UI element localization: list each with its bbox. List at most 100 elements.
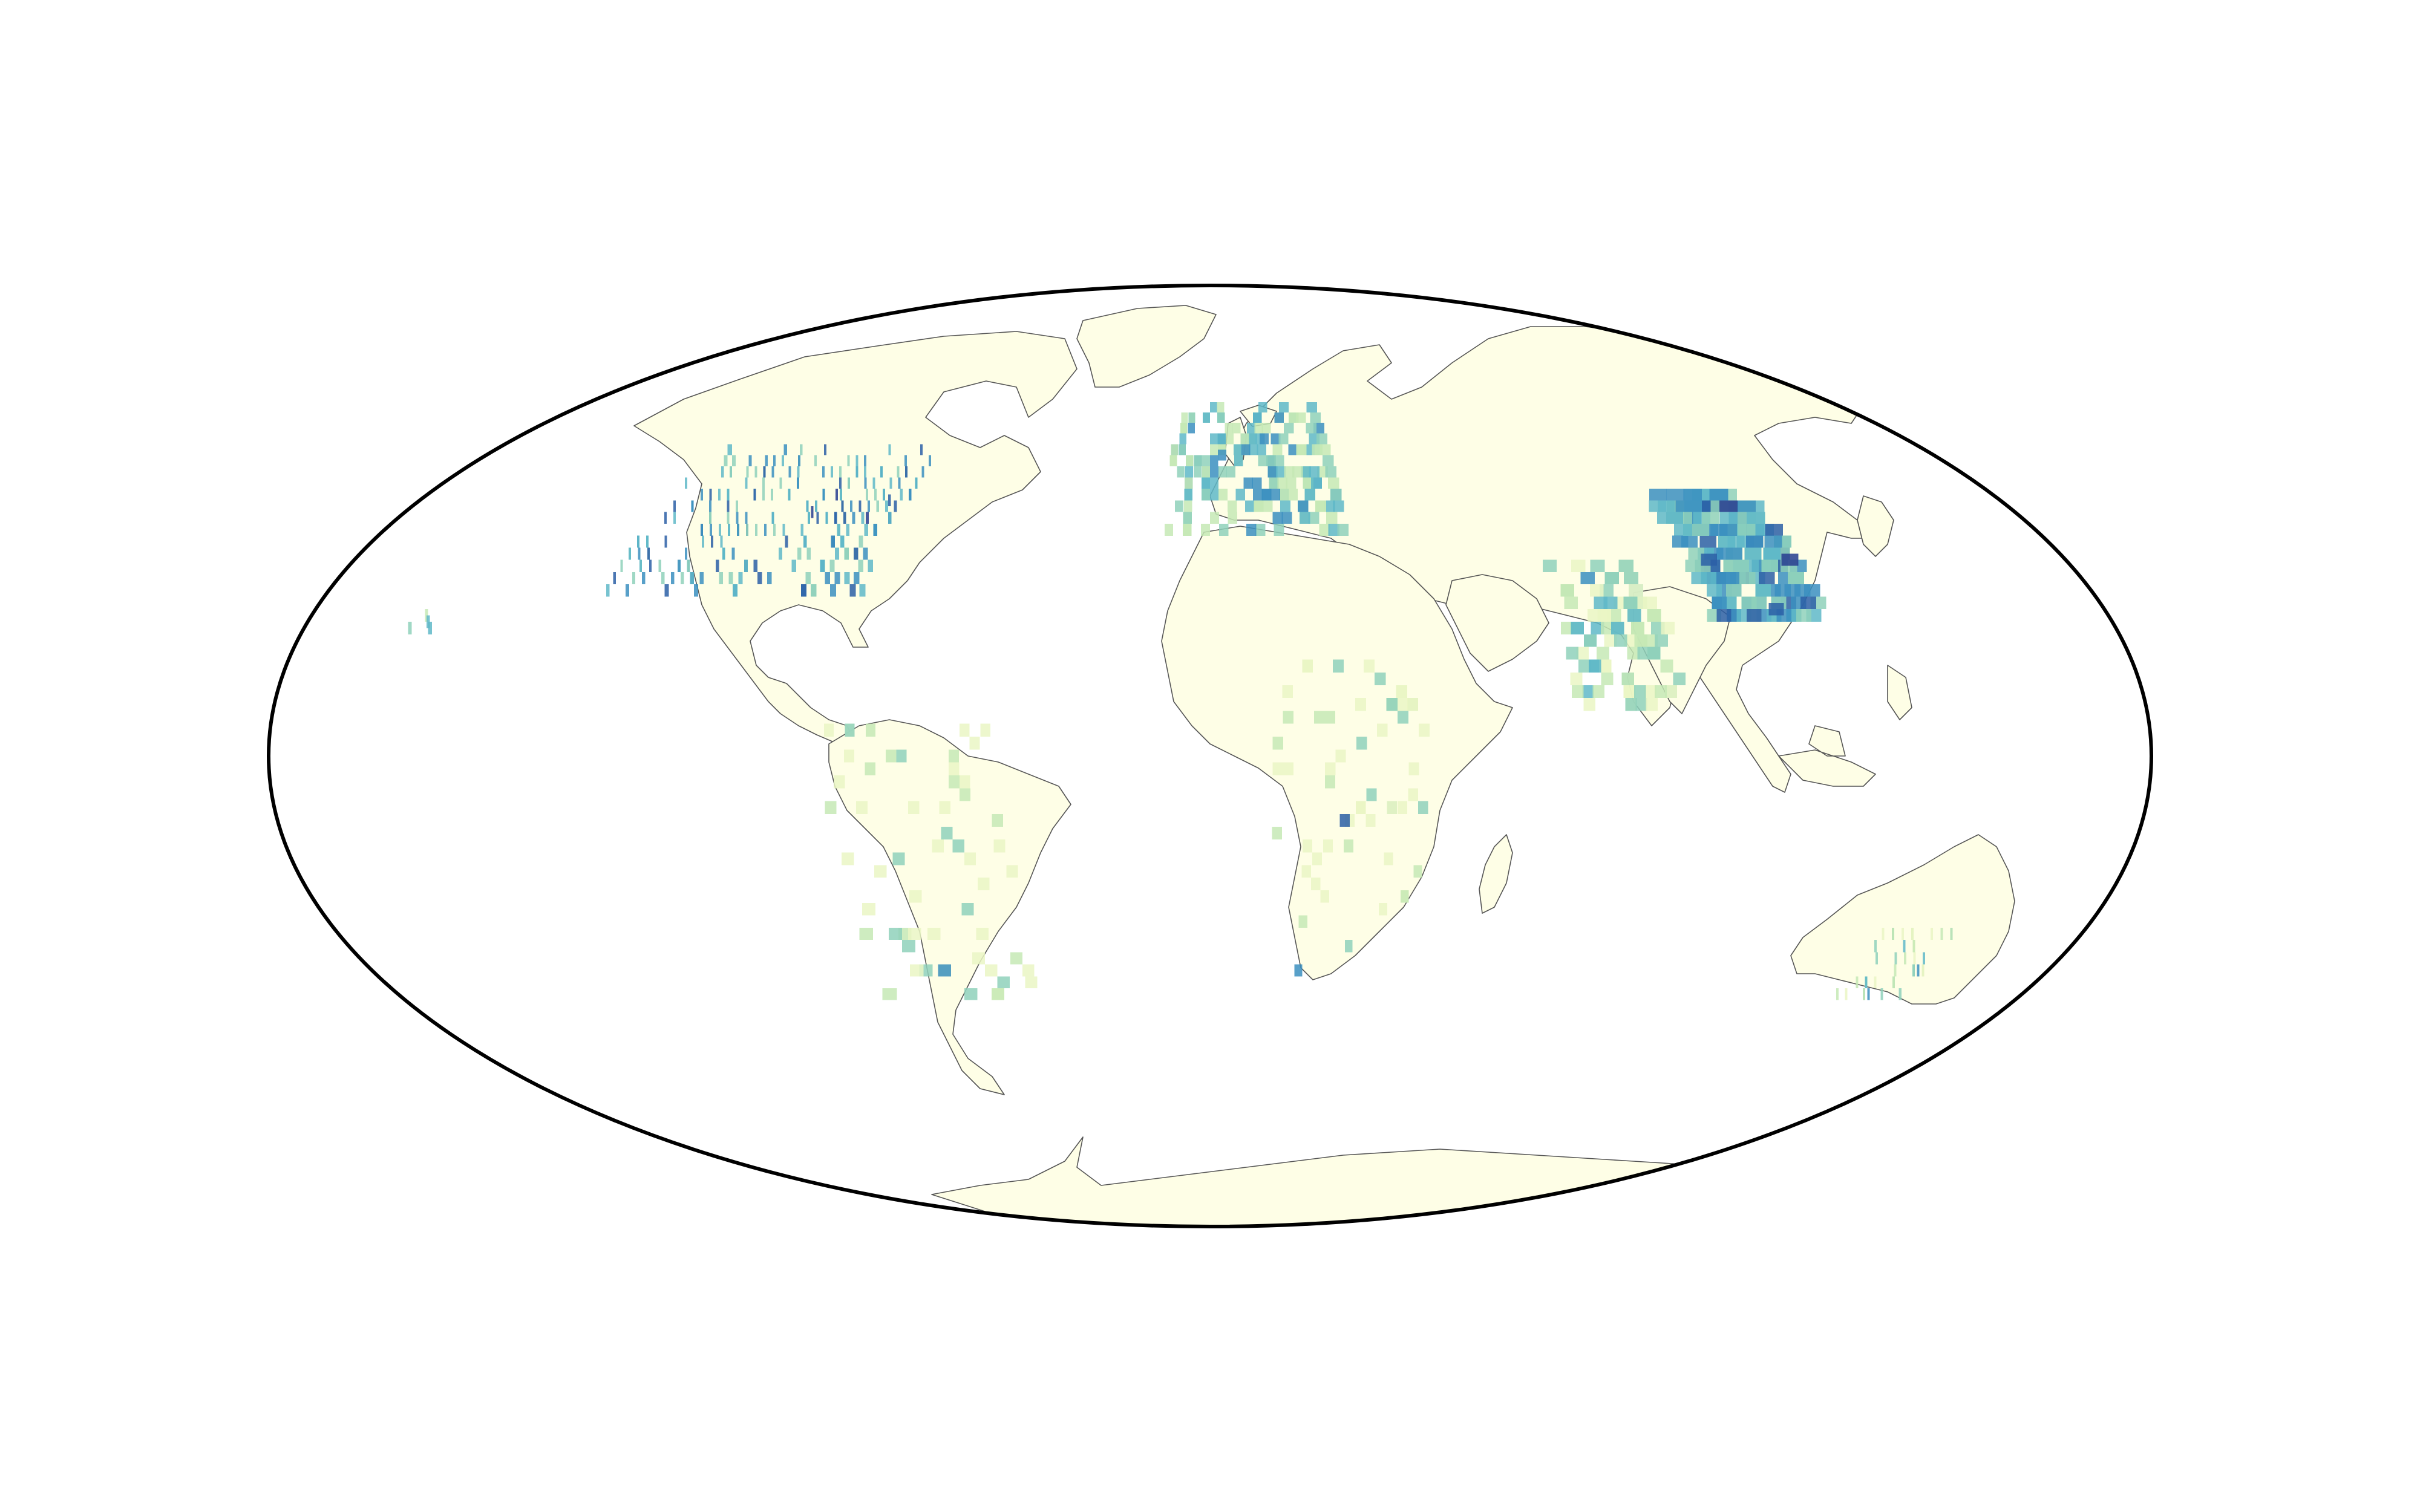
heatmap-cell xyxy=(961,902,974,916)
heatmap-cell xyxy=(728,572,733,585)
heatmap-cell xyxy=(678,559,681,572)
heatmap-cell xyxy=(825,512,828,524)
heatmap-cell xyxy=(753,489,756,501)
heatmap-cell xyxy=(960,723,970,737)
heatmap-cell xyxy=(1228,512,1238,524)
heatmap-cell xyxy=(733,584,738,597)
heatmap-cell xyxy=(908,801,920,814)
heatmap-cell xyxy=(673,500,676,512)
heatmap-cell xyxy=(746,524,749,536)
heatmap-cell xyxy=(837,524,840,536)
heatmap-cell xyxy=(1333,500,1344,512)
heatmap-cell xyxy=(811,584,817,597)
heatmap-cell xyxy=(928,455,931,466)
heatmap-cell xyxy=(1312,444,1323,455)
heatmap-cell xyxy=(1583,698,1595,711)
landmass-greenland xyxy=(1076,305,1217,388)
heatmap-cell xyxy=(1597,647,1609,660)
heatmap-cell xyxy=(1589,659,1601,673)
heatmap-cell xyxy=(1876,952,1878,965)
heatmap-cell xyxy=(840,489,843,501)
heatmap-cell xyxy=(425,609,428,622)
heatmap-cell xyxy=(737,524,740,536)
heatmap-cell xyxy=(727,444,733,455)
heatmap-cell xyxy=(1688,547,1705,560)
heatmap-cell xyxy=(709,512,712,524)
heatmap-cell xyxy=(1712,596,1727,610)
heatmap-cell xyxy=(1784,584,1801,597)
heatmap-cell xyxy=(1665,685,1678,699)
heatmap-cell xyxy=(1413,865,1422,878)
heatmap-cell xyxy=(796,477,799,489)
heatmap-cell xyxy=(1621,672,1634,685)
heatmap-cell xyxy=(727,500,730,512)
heatmap-cell xyxy=(1272,827,1283,840)
heatmap-cell xyxy=(664,535,667,548)
heatmap-cell xyxy=(1763,547,1781,560)
heatmap-cell xyxy=(1397,711,1408,724)
heatmap-cell xyxy=(1217,402,1225,412)
heatmap-cell xyxy=(859,584,866,597)
heatmap-cell xyxy=(1627,609,1641,622)
heatmap-cell xyxy=(1283,711,1293,724)
heatmap-cell xyxy=(1309,466,1320,478)
heatmap-cell xyxy=(883,489,886,501)
heatmap-cell xyxy=(1611,622,1624,634)
heatmap-cell xyxy=(1672,535,1689,548)
heatmap-cell xyxy=(1203,412,1210,423)
heatmap-cell xyxy=(744,559,748,572)
heatmap-cell xyxy=(861,512,865,524)
heatmap-cell xyxy=(1894,964,1897,977)
heatmap-cell xyxy=(1384,852,1393,865)
heatmap-cell xyxy=(1164,524,1173,536)
heatmap-cell xyxy=(1356,737,1367,750)
heatmap-cell xyxy=(1630,622,1645,634)
heatmap-cell xyxy=(915,477,918,489)
heatmap-cell xyxy=(843,512,846,524)
heatmap-cell xyxy=(1576,647,1589,660)
heatmap-cell xyxy=(1856,976,1859,988)
heatmap-cell xyxy=(1325,775,1335,789)
heatmap-cell xyxy=(1637,647,1650,660)
heatmap-cell xyxy=(1289,412,1299,423)
heatmap-cell xyxy=(1294,964,1303,977)
heatmap-cell xyxy=(1604,634,1617,647)
heatmap-cell xyxy=(867,500,871,512)
heatmap-cell xyxy=(1298,500,1309,512)
heatmap-cell xyxy=(859,927,874,940)
heatmap-cell xyxy=(1233,444,1243,455)
heatmap-cell xyxy=(824,444,826,455)
heatmap-cell xyxy=(1320,890,1330,903)
heatmap-cell xyxy=(1355,698,1367,711)
heatmap-cell xyxy=(1627,647,1640,660)
heatmap-cell xyxy=(1194,455,1202,466)
heatmap-cell xyxy=(1210,402,1217,412)
heatmap-cell xyxy=(938,964,952,977)
heatmap-cell xyxy=(904,455,907,466)
heatmap-cell xyxy=(1571,559,1586,572)
heatmap-cell xyxy=(864,524,868,536)
landmass-north-america xyxy=(633,331,1078,745)
heatmap-cell xyxy=(993,839,1006,853)
heatmap-cell xyxy=(1308,512,1320,524)
heatmap-cell xyxy=(1912,964,1915,977)
heatmap-cell xyxy=(1647,609,1661,622)
heatmap-cell xyxy=(1274,412,1284,423)
heatmap-cell xyxy=(673,512,676,524)
heatmap-cell xyxy=(1400,890,1409,903)
heatmap-cell xyxy=(1254,500,1264,512)
heatmap-cell xyxy=(888,494,891,506)
heatmap-cell xyxy=(745,477,748,489)
heatmap-cell xyxy=(1634,685,1646,699)
heatmap-cell xyxy=(1188,412,1195,423)
heatmap-cell xyxy=(1202,477,1210,489)
heatmap-cell xyxy=(1180,423,1188,434)
heatmap-cell xyxy=(1418,801,1428,814)
heatmap-cell xyxy=(1202,455,1210,466)
landmass-japan xyxy=(1857,495,1894,557)
heatmap-cell xyxy=(1590,559,1605,572)
heatmap-cell xyxy=(1263,500,1273,512)
heatmap-cell xyxy=(1255,524,1266,536)
heatmap-cell xyxy=(727,489,730,501)
